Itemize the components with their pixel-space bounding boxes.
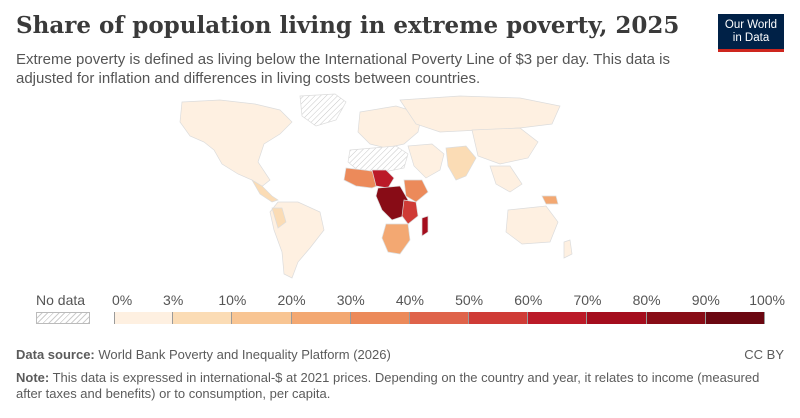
region-madagascar[interactable] — [421, 215, 429, 237]
legend-tick-label: 0% — [112, 292, 133, 308]
logo-line-2: in Data — [732, 32, 770, 44]
legend-tick-label: 90% — [691, 292, 720, 308]
legend-color-bin[interactable] — [528, 312, 588, 324]
legend-color-bins — [0, 312, 800, 324]
legend-color-bin[interactable] — [114, 312, 174, 324]
region-north-america[interactable] — [179, 99, 293, 189]
chart-subtitle: Extreme poverty is defined as living bel… — [16, 51, 670, 87]
data-source-label: Data source: — [16, 347, 95, 362]
legend-tick-label: 10% — [218, 292, 247, 308]
legend-tick-label: 20% — [277, 292, 306, 308]
note: Note: This data is expressed in internat… — [16, 370, 786, 402]
region-sahel[interactable] — [371, 169, 395, 189]
legend-color-bin[interactable] — [173, 312, 233, 324]
legend-color-bin[interactable] — [291, 312, 351, 324]
region-southeast-asia[interactable] — [489, 165, 523, 193]
legend: No data 0% 3% 10% 20% 30% 40% 50% 60% 70% 80% 90% 1… — [0, 290, 800, 330]
note-label: Note: — [16, 370, 50, 385]
legend-color-bin[interactable] — [587, 312, 647, 324]
region-east-africa-south[interactable] — [401, 199, 419, 225]
legend-no-data-label: No data — [36, 292, 86, 308]
region-europe[interactable] — [357, 105, 423, 149]
region-southern-africa[interactable] — [381, 223, 411, 255]
legend-color-bin[interactable] — [646, 312, 706, 324]
region-australia[interactable] — [505, 205, 559, 245]
region-new-zealand[interactable] — [563, 239, 573, 259]
legend-color-bin[interactable] — [350, 312, 410, 324]
legend-tick-label: 30% — [336, 292, 365, 308]
legend-tick-label: 70% — [573, 292, 602, 308]
region-sahara[interactable] — [347, 145, 409, 173]
region-papua-new-guinea[interactable] — [541, 195, 559, 205]
region-middle-east[interactable] — [407, 143, 445, 179]
region-russia[interactable] — [399, 95, 561, 133]
owid-logo[interactable]: Our World in Data — [718, 14, 784, 52]
region-andes-high[interactable] — [271, 207, 287, 229]
data-source: Data source: World Bank Poverty and Ineq… — [16, 347, 391, 363]
region-east-asia[interactable] — [471, 127, 539, 165]
legend-tick-label: 80% — [632, 292, 661, 308]
legend-tick-label: 50% — [455, 292, 484, 308]
legend-tick-label: 40% — [395, 292, 424, 308]
note-text: This data is expressed in international-… — [16, 370, 760, 401]
region-central-africa[interactable] — [375, 185, 409, 221]
legend-tick-label: 3% — [163, 292, 184, 308]
data-source-link[interactable]: World Bank Poverty and Inequality Platfo… — [98, 347, 391, 362]
chart-title: Share of population living in extreme po… — [16, 12, 680, 39]
legend-color-bin[interactable] — [409, 312, 470, 324]
license-link[interactable]: CC BY — [744, 347, 784, 362]
legend-color-bin[interactable] — [469, 312, 529, 324]
legend-tick-label: 100% — [749, 292, 785, 308]
logo-line-1: Our World — [724, 19, 778, 31]
legend-color-bin[interactable] — [705, 312, 765, 324]
legend-tick-label: 60% — [514, 292, 543, 308]
region-east-africa[interactable] — [403, 179, 429, 203]
region-south-asia[interactable] — [445, 145, 477, 181]
region-central-america[interactable] — [251, 179, 279, 203]
region-greenland[interactable] — [299, 93, 347, 127]
world-map[interactable] — [160, 92, 580, 292]
legend-color-bin[interactable] — [232, 312, 292, 324]
legend-no-data-swatch[interactable] — [36, 312, 90, 324]
